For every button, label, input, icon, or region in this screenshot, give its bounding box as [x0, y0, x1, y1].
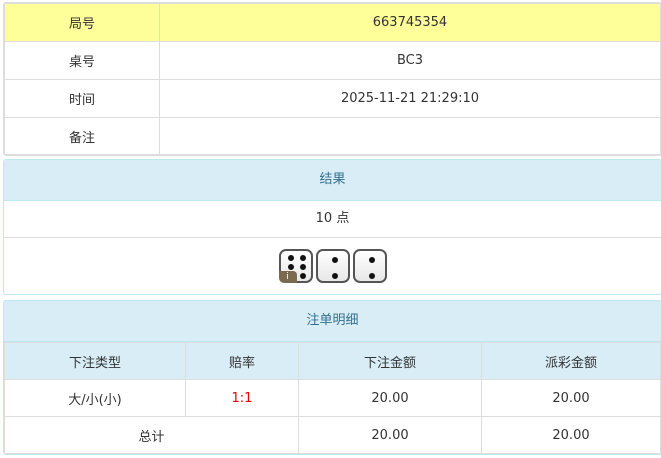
label: 备注	[4, 117, 160, 155]
payout: 20.00	[481, 379, 661, 417]
total-row: 总计 20.00 20.00	[4, 416, 661, 454]
row-note: 备注	[4, 117, 661, 155]
value	[159, 117, 661, 155]
die-pip	[368, 273, 375, 279]
die-2	[315, 249, 350, 283]
header-payout: 派彩金额	[481, 342, 661, 380]
dice-row: i	[4, 238, 661, 294]
die-6: i	[278, 249, 313, 283]
row-time: 时间 2025-11-21 21:29:10	[4, 79, 661, 118]
total-payout: 20.00	[481, 416, 661, 454]
die-pip	[331, 257, 338, 263]
total-label: 总计	[4, 416, 299, 454]
header-odds: 赔率	[185, 342, 299, 380]
die-pip	[299, 255, 306, 261]
table-row: 大/小(小) 1:1 20.00 20.00	[4, 379, 661, 417]
bet-details-panel: 注单明细 下注类型 赔率 下注金额 派彩金额 大/小(小) 1:1 20.00 …	[3, 300, 661, 455]
result-panel: 结果 10 点 i	[3, 159, 661, 295]
value: BC3	[159, 41, 661, 80]
info-badge-icon[interactable]: i	[278, 271, 297, 283]
die-pip	[287, 264, 294, 270]
die-pip	[287, 255, 294, 261]
round-info-table: 局号 663745354 桌号 BC3 时间 2025-11-21 21:29:10 …	[3, 2, 661, 156]
result-points: 10 点	[4, 201, 661, 238]
bet-amount: 20.00	[298, 379, 482, 417]
die-pip	[299, 273, 306, 279]
row-round-id: 局号 663745354	[4, 3, 661, 42]
bet-type: 大/小(小)	[4, 379, 186, 417]
die-pip	[331, 273, 338, 279]
die-2	[352, 249, 387, 283]
die-pip	[368, 257, 375, 263]
value: 2025-11-21 21:29:10	[159, 79, 661, 118]
total-amount: 20.00	[298, 416, 482, 454]
bet-header-row: 下注类型 赔率 下注金额 派彩金额	[4, 342, 661, 380]
result-title: 结果	[4, 160, 661, 201]
header-bet-type: 下注类型	[4, 342, 186, 380]
label: 局号	[4, 3, 160, 42]
value: 663745354	[159, 3, 661, 42]
die-pip	[299, 264, 306, 270]
label: 时间	[4, 79, 160, 118]
header-bet-amount: 下注金额	[298, 342, 482, 380]
bet-details-title: 注单明细	[4, 301, 661, 342]
label: 桌号	[4, 41, 160, 80]
odds: 1:1	[185, 379, 299, 417]
row-table-id: 桌号 BC3	[4, 41, 661, 80]
